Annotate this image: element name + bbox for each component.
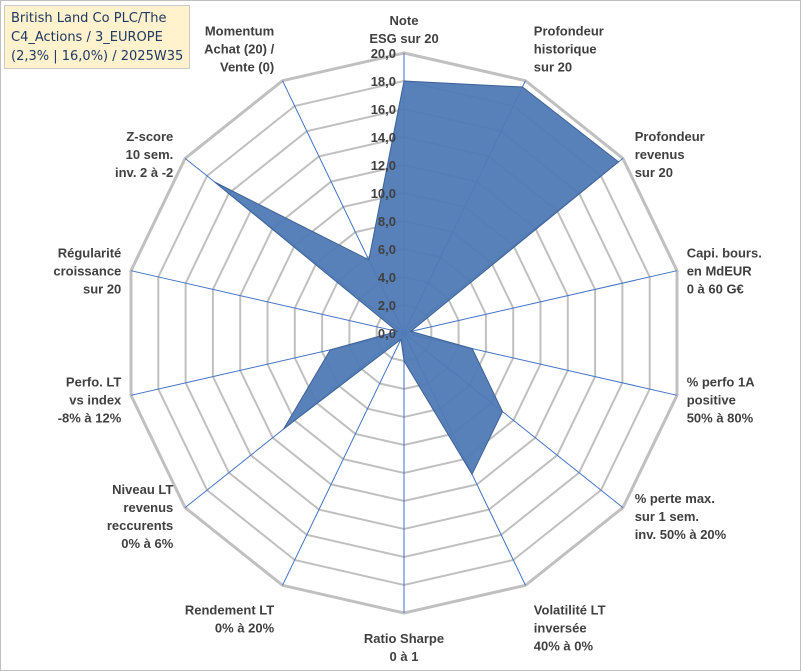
axis-label: Profondeur historique sur 20 (534, 24, 604, 75)
axis-spoke (130, 270, 405, 334)
axis-label-line: sur 1 sem. (635, 509, 699, 524)
axis-label: Perfo. LT vs index -8% à 12% (58, 375, 122, 426)
axis-label-line: Volatilité LT (534, 602, 606, 617)
axis-label-line: -8% à 12% (58, 411, 122, 426)
tick-label: 6,0 (378, 242, 396, 257)
tick-label: 16,0 (371, 102, 396, 117)
axis-label-line: Z-score (126, 129, 173, 144)
axis-label-line: 0 à 60 G€ (687, 282, 744, 297)
axis-label-line: Niveau LT (112, 482, 173, 497)
axis-label-line: Note (390, 13, 419, 28)
axis-label: Niveau LT revenus reccurents 0% à 6% (107, 482, 174, 551)
axis-label-line: % perfo 1A (687, 375, 756, 390)
axis-label-line: % perte max. (635, 491, 715, 506)
axis-label: Rendement LT 0% à 20% (185, 602, 275, 635)
axis-label: % perte max. sur 1 sem. inv. 50% à 20% (635, 491, 727, 542)
axis-label-line: historique (534, 42, 597, 57)
axis-label-line: Capi. bours. (687, 246, 762, 261)
tick-label: 4,0 (378, 270, 396, 285)
axis-label-line: reccurents (107, 518, 173, 533)
axis-label-layer: Note ESG sur 20 Profondeur historique sur 20… (53, 13, 761, 664)
axis-label-line: positive (687, 393, 736, 408)
axis-label: Profondeur revenus sur 20 (635, 129, 705, 180)
axis-label-line: sur 20 (83, 282, 121, 297)
chart-title-box: British Land Co PLC/The C4_Actions / 3_E… (4, 5, 190, 69)
axis-label-line: Ratio Sharpe (364, 631, 444, 646)
axis-label: Capi. bours. en MdEUR 0 à 60 G€ (687, 246, 762, 297)
axis-label-line: croissance (53, 264, 121, 279)
tick-label: 12,0 (371, 158, 396, 173)
axis-label-line: sur 20 (534, 60, 572, 75)
tick-label: 2,0 (378, 298, 396, 313)
axis-label-line: inv. 2 à -2 (115, 165, 173, 180)
series-layer (214, 80, 620, 476)
tick-label: 18,0 (371, 74, 396, 89)
tick-label: 10,0 (371, 186, 396, 201)
axis-label-line: revenus (123, 500, 173, 515)
axis-label-line: Vente (0) (220, 60, 274, 75)
axis-label-line: Rendement LT (185, 602, 274, 617)
tick-label: 20,0 (371, 46, 396, 61)
tick-label: 14,0 (371, 130, 396, 145)
axis-label: Ratio Sharpe 0 à 1 (364, 631, 444, 664)
axis-label-line: Perfo. LT (66, 375, 121, 390)
axis-label-line: 0 à 1 (390, 649, 419, 664)
axis-label-line: revenus (635, 147, 685, 162)
axis-label-line: vs index (69, 393, 122, 408)
series-area (214, 80, 620, 476)
axis-label-line: 0% à 20% (215, 620, 275, 635)
axis-label-line: Profondeur (635, 129, 705, 144)
axis-label-line: sur 20 (635, 165, 673, 180)
axis-spoke (282, 332, 405, 586)
axis-label-line: ESG sur 20 (369, 31, 438, 46)
axis-label: Volatilité LT inversée 40% à 0% (534, 602, 606, 653)
axis-label-line: inversée (534, 620, 587, 635)
axis-label-line: 0% à 6% (121, 536, 173, 551)
axis-label: Note ESG sur 20 (369, 13, 438, 46)
tick-label-layer: 0,0 2,0 4,0 6,0 8,0 10,0 12,0 14,0 16,0 18,0 20,0 (371, 46, 396, 341)
axis-spoke (403, 270, 678, 334)
axis-label: Z-score 10 sem. inv. 2 à -2 (115, 129, 173, 180)
axis-label-line: 10 sem. (126, 147, 174, 162)
axis-label-line: inv. 50% à 20% (635, 527, 727, 542)
axis-label-line: Momentum (205, 24, 274, 39)
axis-label: Régularité croissance sur 20 (53, 246, 121, 297)
tick-label: 0,0 (378, 326, 396, 341)
axis-label-line: en MdEUR (687, 264, 753, 279)
axis-label-line: 50% à 80% (687, 411, 754, 426)
title-line-3: (2,3% | 16,0%) / 2025W35 (11, 49, 184, 64)
axis-label-line: 40% à 0% (534, 638, 594, 653)
axis-label-line: Profondeur (534, 24, 604, 39)
axis-label-line: Achat (20) / (204, 42, 274, 57)
axis-label: Momentum Achat (20) / Vente (0) (204, 24, 274, 75)
title-line-2: C4_Actions / 3_EUROPE (11, 30, 163, 45)
axis-label: % perfo 1A positive 50% à 80% (687, 375, 756, 426)
axis-label-line: Régularité (58, 246, 122, 261)
tick-label: 8,0 (378, 214, 396, 229)
title-line-1: British Land Co PLC/The (11, 11, 167, 26)
